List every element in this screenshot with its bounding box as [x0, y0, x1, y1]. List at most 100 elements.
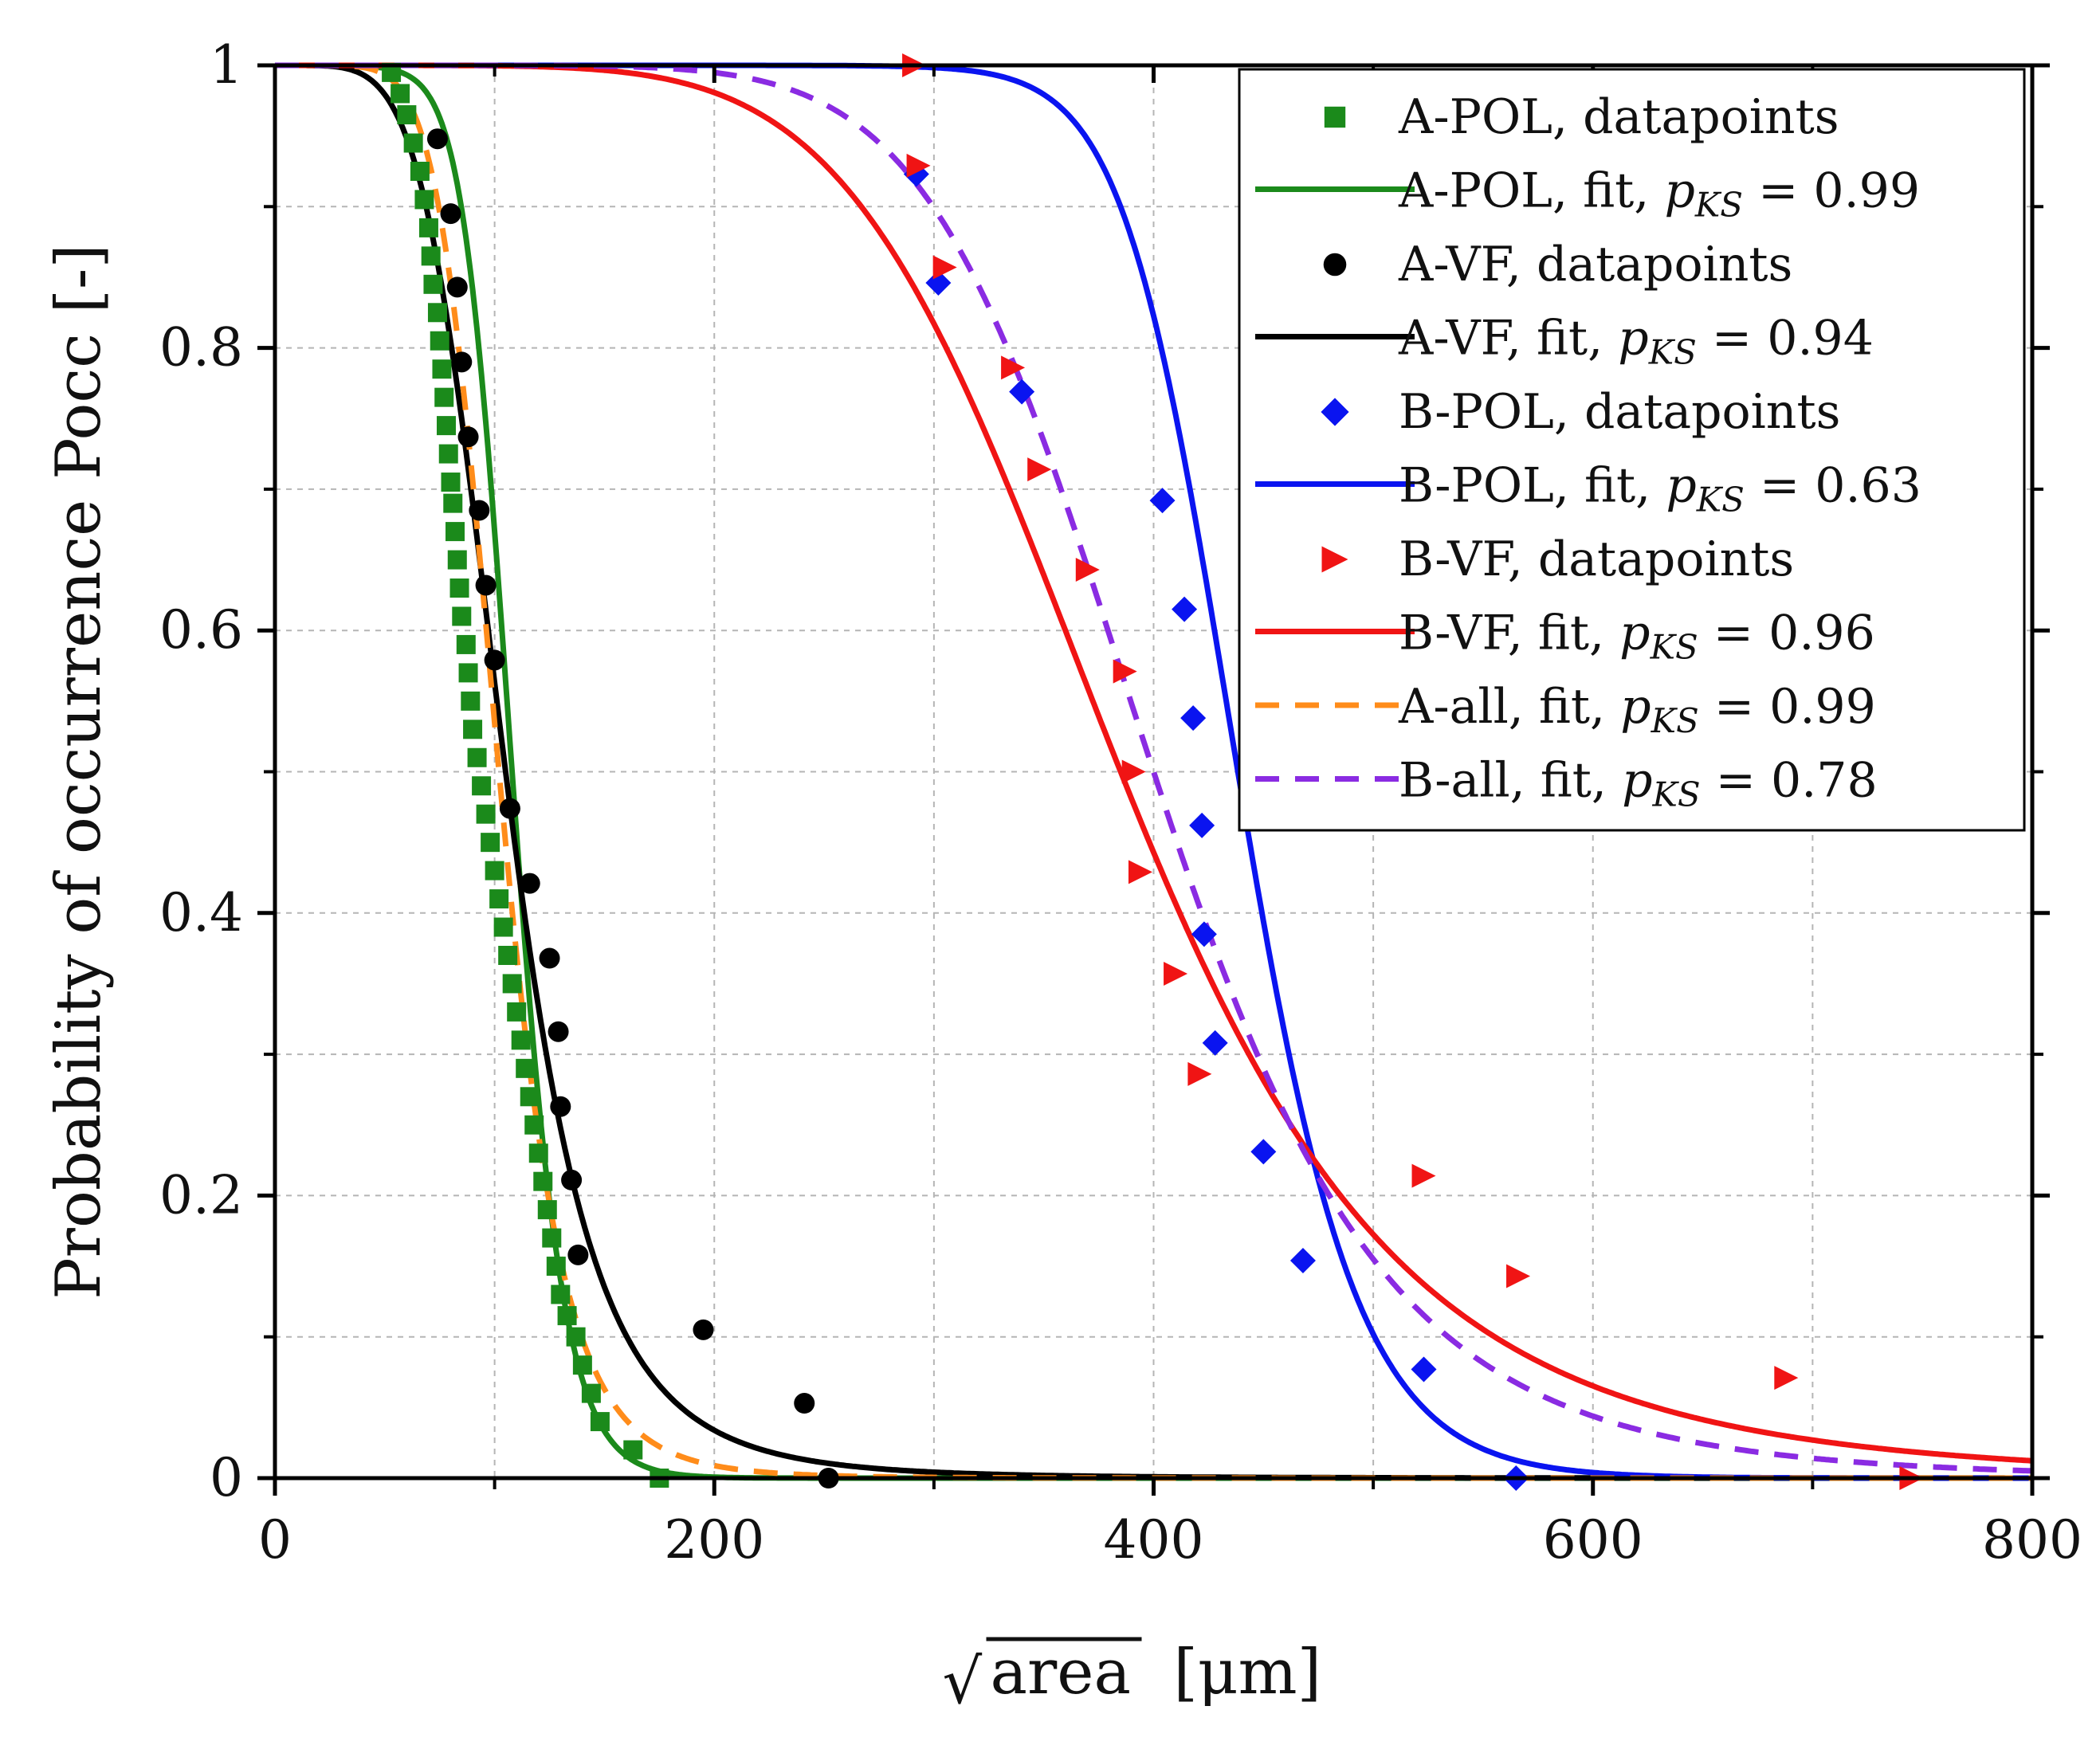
data-point [1411, 1356, 1437, 1383]
y-tick-label: 0.2 [159, 1164, 243, 1226]
data-point [519, 873, 540, 894]
data-point [446, 522, 465, 542]
legend-label: B-VF, fit, pKS = 0.96 [1399, 606, 1875, 667]
data-point [925, 270, 952, 296]
data-points [382, 53, 1924, 1491]
data-point [1128, 860, 1152, 884]
legend-marker [1321, 546, 1348, 573]
data-point [548, 1021, 569, 1042]
data-point [430, 331, 449, 351]
data-point [451, 351, 473, 373]
data-point [1149, 488, 1176, 514]
data-point [542, 1228, 562, 1248]
data-point [436, 416, 456, 436]
data-point [476, 804, 496, 824]
legend-label-text: A-POL, fit, [1398, 163, 1664, 219]
legend-label-text: B-POL, fit, [1399, 458, 1666, 514]
legend-label-text: B-all, fit, [1399, 753, 1622, 809]
legend-pks-subscript: KS [1650, 628, 1698, 667]
data-point [550, 1096, 571, 1117]
data-point [1027, 457, 1052, 482]
data-point [421, 246, 441, 266]
data-point [1191, 921, 1217, 947]
data-point [1506, 1264, 1531, 1288]
data-point [546, 1257, 566, 1277]
data-point [1172, 596, 1198, 622]
legend-label: A-VF, fit, pKS = 0.94 [1398, 311, 1874, 372]
data-point [567, 1244, 589, 1265]
data-point [1189, 812, 1215, 838]
y-tick-label: 0.6 [159, 599, 243, 661]
data-point [452, 606, 472, 626]
data-point [463, 720, 483, 739]
data-point [516, 1058, 536, 1078]
data-point [1121, 759, 1146, 784]
x-axis-title-word: area [991, 1637, 1131, 1708]
y-tick-label: 1 [210, 34, 243, 96]
data-point [446, 277, 468, 298]
data-point [581, 1383, 601, 1403]
data-point [410, 161, 430, 181]
x-tick-label: 200 [664, 1509, 764, 1571]
x-tick-label: 0 [258, 1509, 292, 1571]
data-point [427, 303, 447, 323]
data-point [566, 1327, 586, 1347]
data-point [1001, 355, 1026, 380]
data-point [906, 153, 931, 178]
legend-pks-symbol: p [1620, 679, 1651, 735]
legend-pks-value: = 0.78 [1701, 753, 1878, 809]
legend-pks-subscript: KS [1651, 701, 1699, 740]
legend-pks-value: = 0.63 [1745, 458, 1921, 514]
legend-pks-symbol: p [1664, 163, 1694, 219]
legend-label-text: A-VF, fit, [1398, 311, 1618, 367]
data-point [507, 1002, 527, 1022]
legend-label: A-VF, datapoints [1398, 237, 1792, 292]
legend-pks-value: = 0.96 [1698, 606, 1875, 661]
y-axis-title: Probability of occurrence Pocc [-] [43, 244, 115, 1300]
legend-label-text: B-POL, datapoints [1399, 384, 1840, 440]
y-tick-label: 0.4 [159, 882, 243, 943]
legend-label: B-POL, datapoints [1399, 384, 1840, 440]
data-point [485, 861, 504, 880]
data-point [1180, 705, 1207, 731]
data-point [499, 798, 520, 819]
data-point [418, 218, 438, 237]
legend-label-text: A-all, fit, [1398, 679, 1620, 735]
data-point [502, 974, 522, 994]
data-point [533, 1171, 553, 1191]
legend-box [1238, 68, 2026, 832]
data-point [447, 550, 467, 570]
legend-pks-value: = 0.99 [1699, 679, 1876, 735]
data-point [461, 691, 481, 711]
data-point [443, 493, 463, 513]
data-point [572, 1355, 592, 1375]
legend-pks-value: = 0.94 [1697, 311, 1874, 367]
data-point [1411, 1163, 1436, 1188]
legend-label: B-all, fit, pKS = 0.78 [1399, 753, 1878, 814]
data-point [623, 1440, 643, 1460]
data-point [414, 190, 434, 210]
data-point [539, 947, 560, 969]
data-point [511, 1030, 531, 1050]
data-point [1009, 378, 1035, 405]
y-tick-label: 0 [210, 1447, 243, 1508]
legend-pks-subscript: KS [1648, 333, 1697, 372]
data-point [1289, 1247, 1316, 1273]
x-axis-title: √ area [μm] [943, 1637, 1322, 1718]
data-point [423, 274, 443, 294]
legend-label: A-all, fit, pKS = 0.99 [1398, 679, 1876, 740]
data-point [475, 575, 497, 596]
x-axis-title-radical: √ [943, 1646, 983, 1718]
data-point [794, 1393, 815, 1414]
data-point [498, 945, 518, 965]
data-point [489, 889, 509, 909]
y-tick-label: 0.8 [159, 317, 243, 378]
data-point [557, 1306, 577, 1326]
data-point [590, 1412, 610, 1432]
legend-label-text: A-VF, datapoints [1398, 237, 1792, 292]
legend-label: A-POL, fit, pKS = 0.99 [1398, 163, 1920, 225]
data-point [458, 663, 478, 683]
legend-label-text: B-VF, fit, [1399, 606, 1619, 661]
